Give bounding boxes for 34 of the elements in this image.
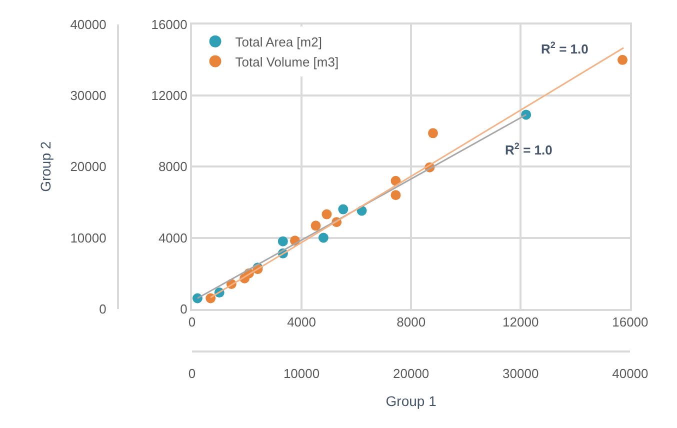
x2-tick-label: 4000 xyxy=(287,314,316,330)
x-tick-label: 40000 xyxy=(612,366,648,382)
legend-label: Total Area [m2] xyxy=(235,34,322,50)
x2-tick-label: 12000 xyxy=(502,314,539,330)
y-tick-label: 30000 xyxy=(70,88,106,104)
y-tick-label: 0 xyxy=(99,301,106,316)
legend-label: Total Volume [m3] xyxy=(235,54,339,70)
y2-tick-label: 16000 xyxy=(151,16,188,32)
x2-tick-label: 8000 xyxy=(396,314,426,330)
x-tick-label: 10000 xyxy=(283,366,320,382)
annotation: R$^{2}$ = 1.0 xyxy=(505,141,552,158)
point xyxy=(338,204,348,214)
x2-tick-label: 16000 xyxy=(612,314,648,330)
point xyxy=(318,232,328,243)
point xyxy=(390,190,401,200)
point xyxy=(310,220,321,231)
point xyxy=(278,236,288,246)
y2-tick-label: 4000 xyxy=(158,230,188,246)
point xyxy=(618,54,628,65)
point xyxy=(322,209,332,220)
x-tick-label: 20000 xyxy=(393,366,430,382)
x-axis-title: Group 1 xyxy=(386,392,437,409)
x-tick-label: 30000 xyxy=(502,366,539,382)
y-tick-label: 40000 xyxy=(70,16,106,32)
y-tick-label: 20000 xyxy=(70,159,106,174)
x2-tick-label: 0 xyxy=(188,314,196,330)
annotation: R$^{2}$ = 1.0 xyxy=(541,40,588,56)
y2-tick-label: 12000 xyxy=(151,88,188,104)
y2-tick-label: 8000 xyxy=(158,159,188,174)
y-tick-label: 10000 xyxy=(70,230,106,246)
point xyxy=(428,128,438,138)
y2-tick-label: 0 xyxy=(180,301,188,316)
x-tick-label: 0 xyxy=(188,366,196,382)
y-axis-title: Group 2 xyxy=(37,141,54,192)
